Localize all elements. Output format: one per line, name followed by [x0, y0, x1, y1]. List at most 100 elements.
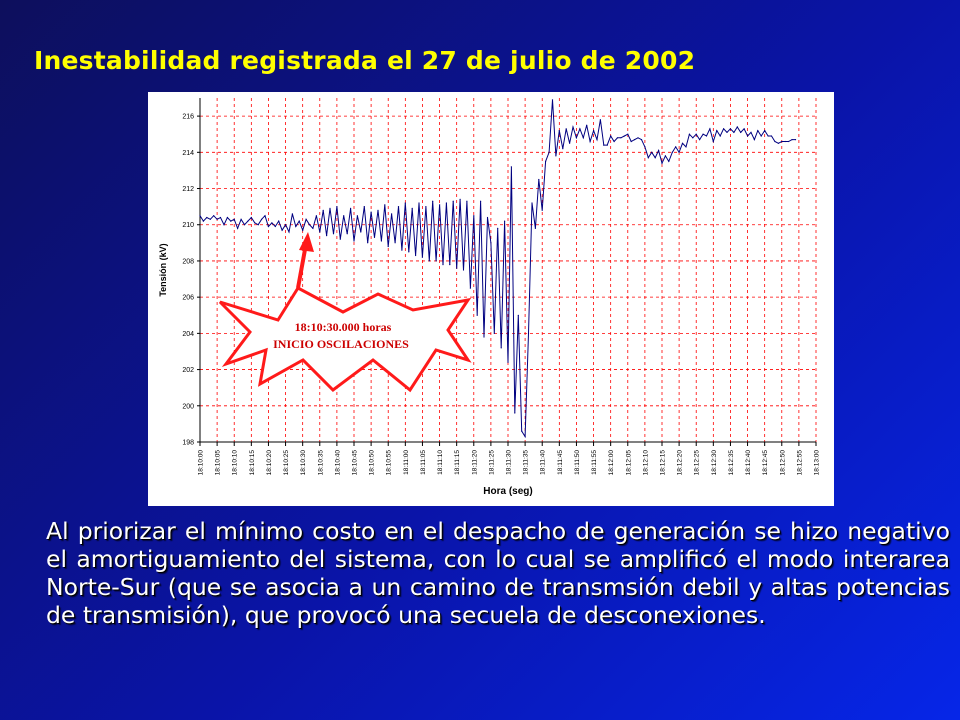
x-tick-label: 18:10:35 [317, 450, 324, 476]
series-point [480, 200, 482, 202]
series-point [267, 225, 269, 228]
series-point [367, 242, 369, 244]
series-point [404, 202, 406, 204]
series-point [521, 430, 523, 432]
x-tick-label: 18:10:55 [386, 450, 393, 476]
series-point [435, 260, 437, 262]
series-point [551, 99, 554, 101]
y-tick-label: 216 [182, 114, 194, 121]
callout-burst-shape [218, 286, 472, 393]
series-point [753, 139, 756, 141]
series-point [545, 160, 547, 162]
callout-time-text: 18:10:30.000 horas [295, 320, 392, 334]
series-point [298, 220, 300, 222]
series-point [363, 206, 365, 208]
series-point [319, 231, 321, 233]
x-axis-title: Hora (seg) [483, 486, 532, 497]
series-point [346, 233, 348, 235]
series-point [613, 140, 615, 143]
y-tick-label: 212 [182, 186, 194, 193]
series-point [360, 231, 362, 233]
series-point [599, 119, 601, 121]
series-point [514, 412, 516, 414]
series-point [356, 215, 358, 217]
series-point [668, 160, 670, 162]
series-point [575, 137, 577, 139]
series-point [777, 142, 780, 144]
series-point [555, 155, 557, 157]
series-point [209, 218, 211, 220]
series-point [627, 133, 629, 135]
series-point [473, 215, 475, 217]
series-point [685, 146, 687, 148]
x-tick-label: 18:11:15 [454, 450, 461, 475]
x-tick-label: 18:12:30 [711, 450, 718, 476]
x-tick-label: 18:12:40 [745, 450, 752, 476]
series-point [606, 144, 608, 146]
series-point [326, 235, 328, 237]
series-point [415, 254, 417, 257]
series-point [343, 215, 345, 217]
series-point [391, 213, 393, 215]
slide-title: Inestabilidad registrada el 27 de julio … [34, 46, 696, 75]
series-point [760, 135, 762, 137]
series-point [620, 137, 622, 139]
series-point [586, 124, 588, 126]
series-point [329, 207, 331, 209]
series-point [339, 238, 341, 240]
series-point [308, 224, 311, 226]
series-point [373, 236, 376, 238]
series-point [302, 229, 304, 231]
series-point [527, 332, 530, 334]
series-point [476, 314, 478, 316]
x-tick-label: 18:10:50 [369, 450, 376, 476]
oscillation-callout: 18:10:30.000 horas INICIO OSCILACIONES [218, 232, 472, 393]
series-point [623, 135, 625, 137]
series-point [322, 209, 324, 211]
series-point [421, 256, 423, 258]
series-point [428, 260, 430, 262]
series-point [452, 200, 454, 202]
series-point [247, 220, 249, 222]
x-tick-label: 18:13:00 [814, 450, 821, 476]
voltage-chart: 198 200 202 204 206 208 210 212 214 216 18:10:00 1… [148, 92, 834, 506]
series-point [380, 240, 382, 242]
series-point [630, 140, 632, 143]
series-point [278, 220, 280, 222]
x-tick-label: 18:11:40 [540, 450, 547, 475]
callout-arrow-head [299, 232, 314, 252]
series-point [569, 142, 571, 144]
series-point [271, 222, 273, 224]
x-tick-label: 18:12:55 [796, 450, 803, 476]
series-point [596, 139, 598, 141]
series-point [233, 218, 235, 220]
series-point [788, 140, 790, 143]
x-tick-label: 18:10:45 [352, 450, 359, 476]
series-point [616, 137, 619, 139]
series-point [384, 204, 386, 206]
x-tick-label: 18:10:00 [198, 450, 205, 476]
series-point [603, 144, 605, 146]
series-point [572, 126, 574, 128]
series-point [411, 207, 413, 209]
voltage-series-line [199, 99, 796, 439]
x-tick-label: 18:12:00 [608, 450, 615, 476]
series-point [243, 224, 246, 226]
series-point [442, 264, 444, 266]
series-point [332, 233, 335, 235]
series-point [774, 140, 776, 143]
x-tick-label: 18:11:45 [557, 450, 564, 475]
y-tick-labels: 198 200 202 204 206 208 210 212 214 216 [182, 114, 200, 447]
series-point [213, 215, 215, 217]
series-point [634, 139, 636, 141]
series-point [445, 202, 447, 204]
callout-arrow-shaft [296, 243, 308, 289]
series-point [695, 133, 697, 135]
series-point [692, 137, 694, 139]
series-point [582, 137, 584, 139]
series-point [770, 135, 773, 137]
series-point [723, 128, 725, 130]
series-point [226, 216, 228, 219]
series-point [425, 206, 427, 208]
series-point [764, 130, 766, 132]
